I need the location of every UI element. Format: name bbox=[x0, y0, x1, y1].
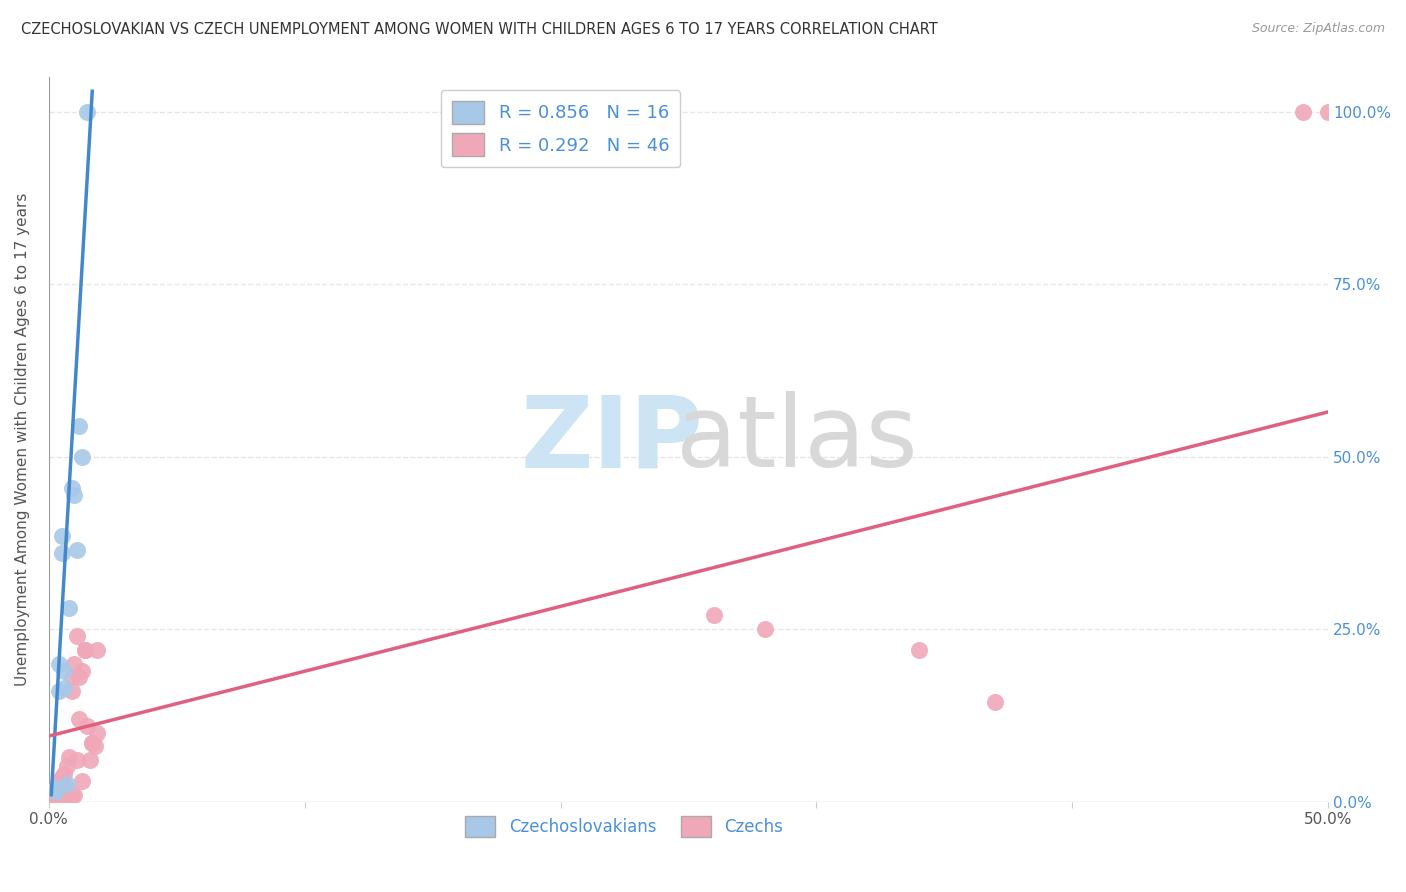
Point bbox=[55, 758, 77, 772]
Point bbox=[73, 643, 96, 657]
Point bbox=[76, 104, 98, 119]
Point bbox=[79, 753, 101, 767]
Point bbox=[907, 643, 929, 657]
Point bbox=[45, 780, 67, 795]
Point bbox=[42, 789, 65, 803]
Point bbox=[53, 681, 76, 695]
Point bbox=[42, 791, 65, 805]
Point bbox=[82, 736, 104, 750]
Point bbox=[39, 791, 62, 805]
Point bbox=[60, 670, 83, 684]
Point bbox=[58, 601, 80, 615]
Point bbox=[48, 789, 70, 803]
Point bbox=[60, 788, 83, 802]
Point bbox=[63, 657, 86, 671]
Text: atlas: atlas bbox=[676, 391, 918, 488]
Point bbox=[55, 777, 77, 791]
Point bbox=[63, 488, 86, 502]
Point bbox=[1317, 104, 1340, 119]
Legend: Czechoslovakians, Czechs: Czechoslovakians, Czechs bbox=[458, 809, 790, 844]
Point bbox=[53, 767, 76, 781]
Y-axis label: Unemployment Among Women with Children Ages 6 to 17 years: Unemployment Among Women with Children A… bbox=[15, 193, 30, 686]
Point bbox=[76, 719, 98, 733]
Point bbox=[60, 481, 83, 495]
Point bbox=[984, 695, 1007, 709]
Point bbox=[69, 418, 91, 433]
Point bbox=[48, 791, 70, 805]
Point bbox=[48, 657, 70, 671]
Point bbox=[51, 771, 73, 785]
Point bbox=[45, 784, 67, 798]
Point bbox=[58, 791, 80, 805]
Point bbox=[51, 788, 73, 802]
Point bbox=[48, 684, 70, 698]
Text: ZIP: ZIP bbox=[520, 391, 703, 488]
Point bbox=[66, 542, 89, 557]
Point bbox=[66, 753, 89, 767]
Point bbox=[69, 712, 91, 726]
Point bbox=[51, 791, 73, 805]
Point bbox=[70, 773, 93, 788]
Point bbox=[51, 546, 73, 560]
Point bbox=[70, 450, 93, 464]
Point bbox=[82, 736, 104, 750]
Point bbox=[83, 739, 105, 754]
Point bbox=[63, 788, 86, 802]
Text: Source: ZipAtlas.com: Source: ZipAtlas.com bbox=[1251, 22, 1385, 36]
Point bbox=[60, 684, 83, 698]
Point bbox=[1291, 104, 1313, 119]
Point bbox=[45, 786, 67, 800]
Point bbox=[69, 670, 91, 684]
Point bbox=[45, 780, 67, 795]
Text: CZECHOSLOVAKIAN VS CZECH UNEMPLOYMENT AMONG WOMEN WITH CHILDREN AGES 6 TO 17 YEA: CZECHOSLOVAKIAN VS CZECH UNEMPLOYMENT AM… bbox=[21, 22, 938, 37]
Point bbox=[66, 629, 89, 643]
Point bbox=[73, 643, 96, 657]
Point bbox=[51, 529, 73, 543]
Point bbox=[53, 664, 76, 678]
Point bbox=[86, 643, 108, 657]
Point bbox=[55, 780, 77, 795]
Point bbox=[754, 622, 776, 636]
Point bbox=[53, 788, 76, 802]
Point bbox=[48, 773, 70, 788]
Point bbox=[58, 749, 80, 764]
Point bbox=[86, 725, 108, 739]
Point bbox=[39, 788, 62, 802]
Point bbox=[45, 791, 67, 805]
Point bbox=[53, 791, 76, 805]
Point bbox=[70, 664, 93, 678]
Point bbox=[703, 608, 725, 623]
